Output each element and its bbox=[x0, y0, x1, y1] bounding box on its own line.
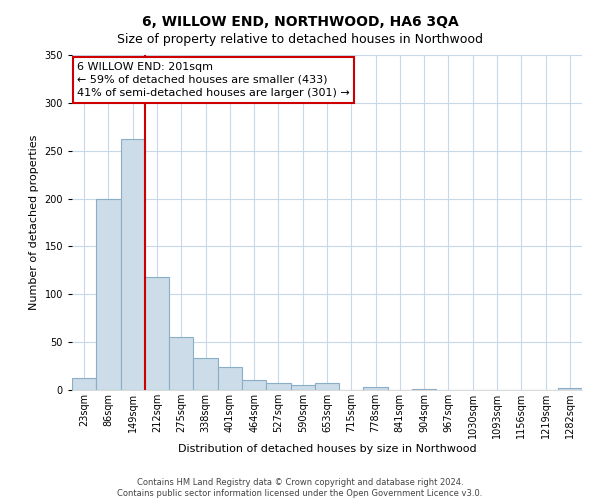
Bar bbox=[290, 385, 315, 390]
Text: 6 WILLOW END: 201sqm
← 59% of detached houses are smaller (433)
41% of semi-deta: 6 WILLOW END: 201sqm ← 59% of detached h… bbox=[77, 62, 350, 98]
Bar bbox=[72, 378, 96, 390]
Bar bbox=[412, 389, 436, 390]
Bar bbox=[96, 198, 121, 390]
Text: 6, WILLOW END, NORTHWOOD, HA6 3QA: 6, WILLOW END, NORTHWOOD, HA6 3QA bbox=[142, 15, 458, 29]
Bar bbox=[193, 358, 218, 390]
Bar bbox=[315, 384, 339, 390]
Bar bbox=[121, 139, 145, 390]
Y-axis label: Number of detached properties: Number of detached properties bbox=[29, 135, 39, 310]
Bar bbox=[145, 277, 169, 390]
Text: Contains HM Land Registry data © Crown copyright and database right 2024.
Contai: Contains HM Land Registry data © Crown c… bbox=[118, 478, 482, 498]
Bar bbox=[558, 388, 582, 390]
X-axis label: Distribution of detached houses by size in Northwood: Distribution of detached houses by size … bbox=[178, 444, 476, 454]
Bar bbox=[218, 367, 242, 390]
Bar bbox=[169, 338, 193, 390]
Bar bbox=[364, 387, 388, 390]
Bar bbox=[242, 380, 266, 390]
Text: Size of property relative to detached houses in Northwood: Size of property relative to detached ho… bbox=[117, 32, 483, 46]
Bar bbox=[266, 384, 290, 390]
